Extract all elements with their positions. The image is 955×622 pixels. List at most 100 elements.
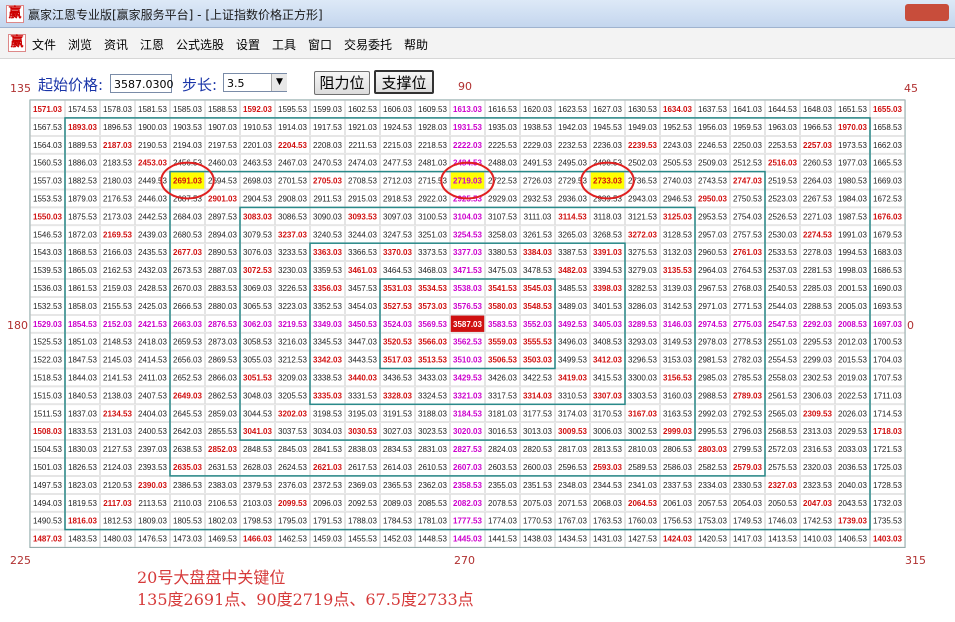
cell-value: 2379.53 — [243, 481, 272, 490]
cell — [100, 297, 135, 315]
cell-value: 2288.53 — [803, 302, 832, 311]
cell-value: 1434.53 — [558, 535, 587, 544]
cell-value: 1665.53 — [873, 159, 902, 168]
resistance-button[interactable]: 阻力位 — [314, 71, 370, 95]
cell-value: 1686.53 — [873, 266, 902, 275]
menu-item[interactable]: 交易委托 — [344, 38, 393, 52]
cell-value: 2162.53 — [103, 266, 132, 275]
highlight-circle — [160, 161, 215, 200]
cell-value: 1536.03 — [33, 284, 62, 293]
cell-value: 3352.53 — [313, 302, 342, 311]
menu-item[interactable]: 公式选股 — [176, 38, 225, 52]
cell-value: 2470.53 — [313, 159, 342, 168]
cell-value: 2372.53 — [313, 481, 342, 490]
cell-value: 2838.03 — [348, 445, 377, 454]
cell-value: 1893.03 — [68, 123, 97, 132]
cell-value: 2680.53 — [173, 230, 202, 239]
cell-value: 1809.03 — [138, 517, 167, 526]
cell-value: 3086.53 — [278, 212, 307, 221]
cell-value: 2285.03 — [803, 284, 832, 293]
cell-value: 2141.53 — [103, 373, 132, 382]
cell-value: 2603.53 — [488, 463, 517, 472]
cell-value: 2358.53 — [453, 481, 482, 490]
cell-value: 1851.03 — [68, 338, 97, 347]
cell-value: 2204.53 — [278, 141, 307, 150]
cell — [415, 136, 450, 154]
cell-value: 3391.03 — [593, 248, 622, 257]
cell-value: 1847.53 — [68, 356, 97, 365]
cell-value: 2617.53 — [348, 463, 377, 472]
cell-value: 2022.53 — [838, 391, 867, 400]
cell-value: 1900.03 — [138, 123, 167, 132]
support-button[interactable]: 支撑位 — [374, 70, 434, 94]
cell-value: 3219.53 — [278, 320, 307, 329]
cell — [730, 136, 765, 154]
cell-value: 2596.53 — [558, 463, 587, 472]
cell-value: 1473.03 — [173, 535, 202, 544]
cell-value: 3566.03 — [418, 338, 447, 347]
cell-value: 3244.03 — [348, 230, 377, 239]
cell-value: 2677.03 — [173, 248, 202, 257]
cell-value: 2869.53 — [208, 356, 237, 365]
cell-value: 1742.53 — [803, 517, 832, 526]
cell-value: 2561.53 — [768, 391, 797, 400]
cell — [800, 225, 835, 244]
cell-value: 2918.53 — [383, 194, 412, 203]
cell-value: 2845.03 — [278, 445, 307, 454]
cell-value: 3055.03 — [243, 356, 272, 365]
cell — [310, 136, 345, 154]
cell — [800, 458, 835, 476]
menu-item[interactable]: 帮助 — [404, 38, 429, 52]
cell-value: 2351.53 — [523, 481, 552, 490]
cell-value: 2764.53 — [733, 266, 762, 275]
menu-item[interactable]: 窗口 — [308, 38, 333, 52]
cell — [555, 493, 590, 512]
menu-icon: 赢 — [8, 34, 26, 52]
cell — [800, 368, 835, 387]
cell — [590, 136, 625, 154]
menu-item[interactable]: 浏览 — [68, 38, 93, 52]
cell-value: 1637.53 — [698, 105, 727, 114]
cell-value: 2054.03 — [733, 499, 762, 508]
cell-value: 2495.03 — [558, 159, 587, 168]
dropdown-arrow[interactable]: ▼ — [271, 74, 287, 91]
cell-value: 2673.53 — [173, 266, 202, 275]
cell-value: 3342.03 — [313, 356, 342, 365]
cell-value: 2201.03 — [243, 141, 272, 150]
cell-value: 2124.03 — [103, 463, 132, 472]
menu-item[interactable]: 工具 — [272, 38, 297, 52]
cell-value: 1546.53 — [33, 230, 62, 239]
cell-value: 1875.53 — [68, 212, 97, 221]
menu-item[interactable]: 江恩 — [140, 38, 165, 52]
menu-item[interactable]: 设置 — [236, 38, 261, 52]
cell — [485, 297, 520, 315]
cell — [765, 476, 800, 494]
cell-value: 2694.53 — [208, 177, 237, 186]
cell-value: 3062.03 — [243, 320, 272, 329]
cell-value: 1760.03 — [628, 517, 657, 526]
cell-value: 3153.03 — [663, 356, 692, 365]
menu-item[interactable]: 文件 — [32, 38, 57, 52]
cell-value: 3366.53 — [348, 248, 377, 257]
menu-item[interactable]: 资讯 — [104, 38, 129, 52]
close-button[interactable] — [905, 4, 949, 21]
cell-value: 3181.03 — [488, 409, 517, 418]
cell-value: 3205.53 — [278, 391, 307, 400]
start-price-input[interactable]: 3587.0300 — [110, 74, 174, 93]
cell-value: 1466.03 — [243, 535, 272, 544]
cell-value: 2012.03 — [838, 338, 867, 347]
cell-value: 3251.03 — [418, 230, 447, 239]
cell-value: 2663.03 — [173, 320, 202, 329]
cell-value: 3072.53 — [243, 266, 272, 275]
cell-value: 1795.03 — [278, 517, 307, 526]
cell-value: 2323.53 — [803, 481, 832, 490]
cell-value: 1413.53 — [768, 535, 797, 544]
cell-value: 2911.53 — [313, 194, 342, 203]
cell — [275, 493, 310, 512]
cell-value: 3506.53 — [488, 356, 517, 365]
cell-value: 3118.03 — [593, 212, 622, 221]
cell-value: 2446.03 — [138, 194, 167, 203]
cell-value: 2260.53 — [803, 159, 832, 168]
cell-value: 1714.53 — [873, 409, 902, 418]
cell-value: 1956.03 — [698, 123, 727, 132]
